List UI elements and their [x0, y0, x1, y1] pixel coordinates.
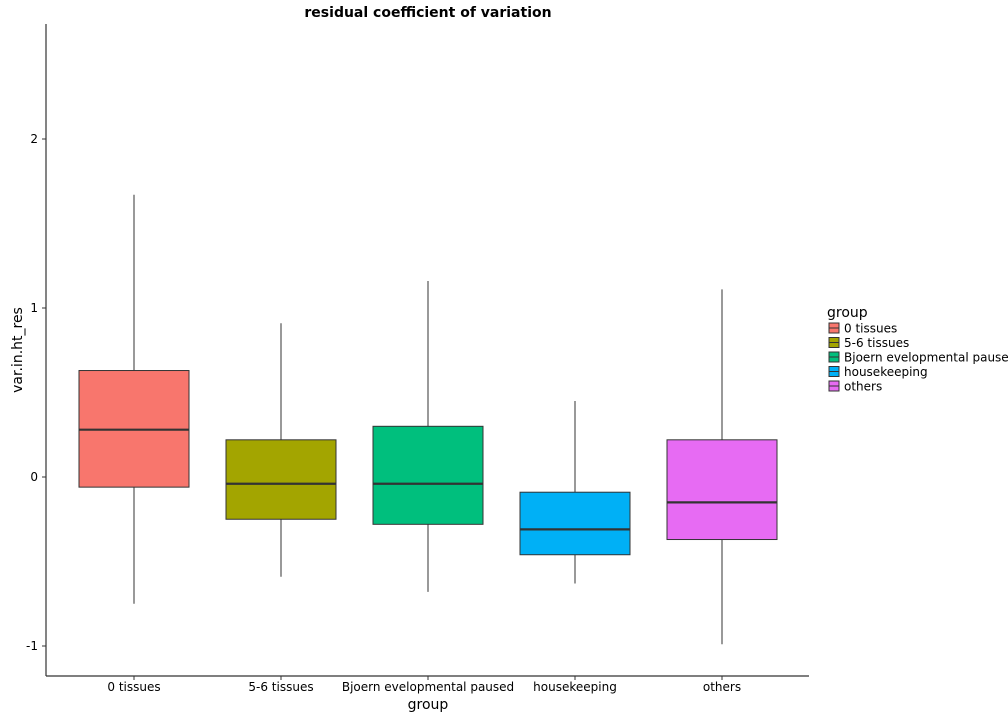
legend-item: 5-6 tissues [828, 336, 909, 350]
box-iqr [666, 439, 778, 541]
y-axis-ticks: -1 0 1 2 [26, 132, 46, 653]
y-tick-label: 2 [30, 132, 38, 146]
legend-label: 5-6 tissues [844, 336, 909, 350]
y-tick-label: 1 [30, 301, 38, 315]
legend-label: Bjoern evelopmental pause [844, 351, 1008, 365]
legend-title: group [827, 305, 868, 321]
legend-item: Bjoern evelopmental pause [828, 351, 1008, 365]
box-group [225, 323, 337, 577]
y-tick-label: 0 [30, 470, 38, 484]
legend-label: housekeeping [844, 365, 928, 379]
x-axis-ticks: 0 tissues 5-6 tissues Bjoern evelopmental … [107, 676, 741, 694]
y-axis-title: var.in.ht_res [10, 307, 26, 393]
plot-area [78, 194, 778, 645]
legend-item: housekeeping [828, 365, 928, 379]
x-tick-label: Bjoern evelopmental paused [342, 680, 514, 694]
box-iqr [225, 439, 337, 520]
x-axis-title: group [408, 697, 449, 713]
legend-item: others [828, 380, 882, 394]
chart-title: residual coefficient of variation [304, 5, 551, 21]
box-iqr [519, 491, 631, 556]
box-group [519, 400, 631, 584]
legend-label: others [844, 380, 882, 394]
box-group [372, 280, 484, 592]
x-tick-label: others [703, 680, 741, 694]
legend-item: 0 tissues [828, 322, 897, 336]
box-iqr [372, 425, 484, 525]
box-group [666, 289, 778, 645]
legend-label: 0 tissues [844, 322, 897, 336]
y-tick-label: -1 [26, 639, 38, 653]
x-tick-label: 0 tissues [107, 680, 160, 694]
box-group [78, 194, 190, 604]
x-tick-label: housekeeping [533, 680, 617, 694]
x-tick-label: 5-6 tissues [248, 680, 313, 694]
